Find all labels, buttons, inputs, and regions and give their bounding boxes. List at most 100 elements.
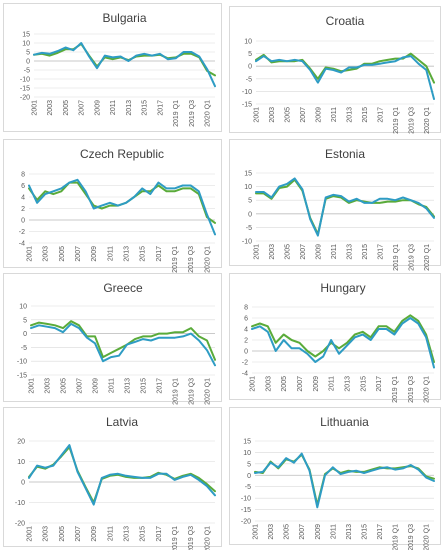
x-tick-label: 2019 Q1 [172,246,179,273]
y-tick-label: 0 [247,473,251,480]
y-tick-label: -5 [24,68,30,75]
series-line-1 [254,452,435,509]
y-tick-label: -5 [246,225,252,232]
y-tick-label: 15 [244,171,252,178]
y-tick-label: 5 [247,461,251,468]
y-tick-label: -10 [242,89,252,96]
series-line-1 [255,177,435,237]
x-tick-label: 2015 [140,246,147,262]
y-tick-label: 0 [26,59,30,66]
y-tick-label: 2 [21,206,25,213]
x-tick-label: 2011 [109,378,116,393]
x-tick-label: 2005 [284,244,291,260]
y-tick-label: 0 [21,480,25,487]
chart-title: Estonia [325,147,365,161]
x-tick-label: 2001 [32,100,39,116]
y-tick-label: 0 [21,218,25,225]
y-tick-label: 15 [243,439,251,446]
x-tick-label: 2019 Q3 [408,244,415,271]
y-tick-label: -10 [20,77,30,84]
y-tick-label: -15 [241,507,251,514]
y-tick-label: -4 [19,241,25,248]
chart-title: Bulgaria [102,11,146,25]
x-tick-label: 2013 [125,378,132,394]
x-tick-label: 2003 [45,378,52,394]
chart-panel-lithuania: Lithuania 15 10 5 0 -5 -10 -15 -20 2001 2003 2005 20… [229,407,441,550]
y-tick-label: -5 [246,76,252,83]
x-tick-label: 2001 [29,378,36,394]
x-tick-label: 2011 [329,376,336,391]
y-tick-label: -2 [242,360,248,367]
y-tick-label: 0 [248,211,252,218]
x-tick-label: 2011 [107,526,114,541]
series-line-2 [30,320,216,361]
x-tick-label: 2009 [94,100,101,116]
series-line-2 [28,181,216,224]
x-tick-label: 2013 [124,526,131,542]
x-tick-label: 2017 [157,378,164,394]
x-tick-label: 2005 [63,100,70,116]
chart-panel-greece: Greece 10 5 0 -5 -10 -15 2001 2003 2005 2007 2009 20… [3,273,222,405]
y-tick-label: -5 [21,345,27,352]
x-tick-label: 2017 [377,107,384,123]
y-tick-label: -15 [242,102,252,109]
x-tick-label: 2019 Q1 [392,376,399,403]
x-tick-label: 2013 [124,246,131,262]
x-tick-label: 2019 Q1 [173,100,180,127]
x-tick-label: 2015 [362,244,369,260]
chart-title: Czech Republic [80,147,164,161]
x-tick-label: 2020 Q1 [205,100,212,127]
x-tick-label: 2019 Q3 [189,378,196,405]
chart-panel-hungary: Hungary 8 6 4 2 0 -2 -4 2001 2003 2005 2007 2009 2011… [229,273,441,403]
y-tick-label: 6 [21,183,25,190]
x-tick-label: 2020 Q1 [204,246,211,273]
y-tick-label: -4 [242,371,248,378]
series-line-2 [251,314,435,363]
x-tick-label: 2011 [110,100,117,115]
x-tick-label: 2003 [269,107,276,123]
x-tick-label: 2003 [47,100,54,116]
x-tick-label: 2013 [126,100,133,116]
x-tick-label: 2017 [157,100,164,116]
x-tick-label: 2007 [297,376,304,392]
x-tick-label: 2007 [75,246,82,262]
x-tick-label: 2020 Q1 [424,107,431,134]
series-line-1 [33,42,216,88]
x-tick-label: 2020 Q1 [424,524,431,550]
y-tick-label: -20 [15,521,25,528]
y-tick-label: 0 [23,331,27,338]
y-tick-label: 10 [243,450,251,457]
y-tick-label: -20 [20,95,30,102]
chart-panel-latvia: Latvia 20 10 0 -10 -20 2001 2003 2005 2007 2009 201… [3,407,222,550]
x-tick-label: 2019 Q1 [393,524,400,550]
y-tick-label: -10 [17,359,27,366]
x-tick-label: 2009 [315,244,322,260]
y-tick-label: -15 [20,86,30,93]
x-tick-label: 2015 [141,378,148,394]
y-tick-label: 0 [244,349,248,356]
x-tick-label: 2017 [156,526,163,542]
x-tick-label: 2001 [254,107,261,123]
x-tick-label: 2020 Q1 [424,376,431,403]
y-tick-label: 5 [23,317,27,324]
x-tick-label: 2019 Q1 [393,244,400,271]
series-line-1 [28,444,216,506]
chart-title: Latvia [106,415,138,429]
x-tick-label: 2007 [299,524,306,540]
series-line-1 [251,317,435,369]
x-tick-label: 2013 [346,107,353,123]
x-tick-label: 2017 [377,244,384,260]
y-tick-label: 4 [21,195,25,202]
y-tick-label: 15 [22,32,30,39]
x-tick-label: 2003 [43,526,50,542]
y-tick-label: -10 [15,500,25,507]
x-tick-label: 2017 [376,376,383,392]
x-tick-label: 2001 [27,246,34,262]
x-tick-label: 2019 Q3 [188,526,195,550]
